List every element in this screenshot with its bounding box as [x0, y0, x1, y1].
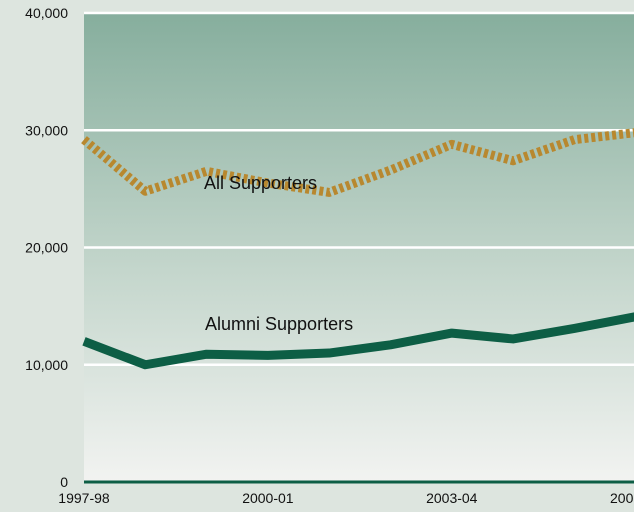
- y-tick-label: 30,000: [25, 122, 68, 138]
- x-axis-ticks: 1997-98 2000-01 2003-04 2006-07: [58, 490, 634, 506]
- y-axis-ticks: 0 10,000 20,000 30,000 40,000: [25, 5, 68, 490]
- x-tick-label: 2000-01: [242, 490, 294, 506]
- series-label-all-supporters: All Supporters: [204, 173, 317, 193]
- y-tick-label: 10,000: [25, 357, 68, 373]
- gridlines: [84, 11, 634, 366]
- y-tick-label: 0: [60, 474, 68, 490]
- x-tick-label: 2003-04: [426, 490, 478, 506]
- series-line-all-supporters: [81, 128, 634, 197]
- x-tick-label: 1997-98: [58, 490, 110, 506]
- x-tick-label: 2006-07: [610, 490, 634, 506]
- series-group: [81, 128, 634, 370]
- y-tick-label: 20,000: [25, 240, 68, 256]
- series-label-alumni-supporters: Alumni Supporters: [205, 314, 353, 334]
- y-tick-label: 40,000: [25, 5, 68, 21]
- series-line-alumni-supporters: [82, 312, 634, 370]
